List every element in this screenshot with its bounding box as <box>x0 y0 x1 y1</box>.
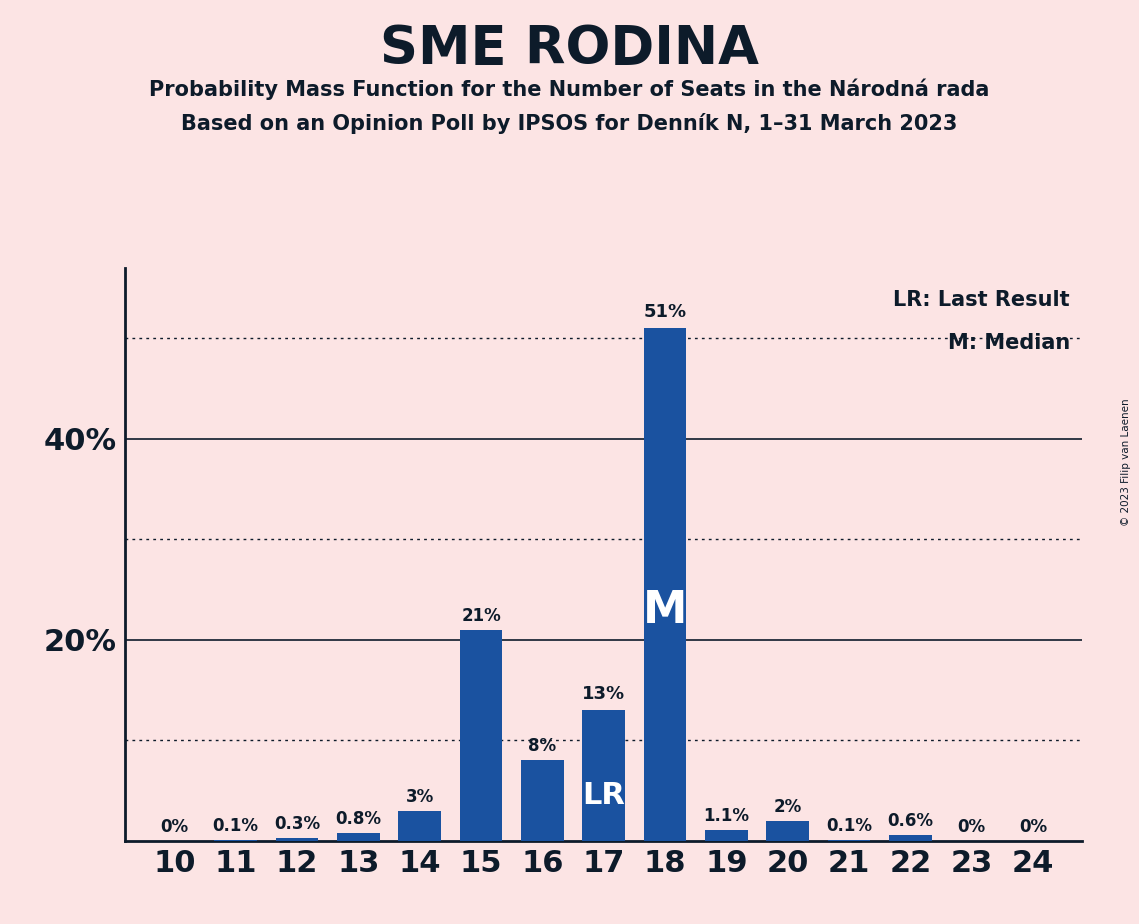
Bar <box>644 328 687 841</box>
Text: 0%: 0% <box>958 818 985 836</box>
Bar <box>399 810 441 841</box>
Text: M: Median: M: Median <box>948 334 1070 353</box>
Text: 13%: 13% <box>582 686 625 703</box>
Bar <box>521 760 564 841</box>
Text: 0%: 0% <box>161 818 188 836</box>
Bar <box>705 830 748 841</box>
Text: SME RODINA: SME RODINA <box>380 23 759 75</box>
Text: 1.1%: 1.1% <box>703 807 749 825</box>
Text: 0.3%: 0.3% <box>274 815 320 833</box>
Text: 0.1%: 0.1% <box>213 817 259 834</box>
Bar <box>888 834 932 841</box>
Text: 0.8%: 0.8% <box>335 809 382 828</box>
Bar <box>276 838 319 841</box>
Bar <box>337 833 379 841</box>
Bar <box>459 630 502 841</box>
Bar <box>828 840 870 841</box>
Text: 21%: 21% <box>461 607 501 625</box>
Text: LR: Last Result: LR: Last Result <box>893 290 1070 310</box>
Text: 51%: 51% <box>644 303 687 322</box>
Bar <box>214 840 257 841</box>
Text: 2%: 2% <box>773 797 802 816</box>
Text: 0.1%: 0.1% <box>826 817 872 834</box>
Text: LR: LR <box>582 781 625 809</box>
Text: 0%: 0% <box>1019 818 1047 836</box>
Text: 3%: 3% <box>405 787 434 806</box>
Text: 0.6%: 0.6% <box>887 812 933 830</box>
Bar <box>767 821 809 841</box>
Bar <box>582 711 625 841</box>
Text: © 2023 Filip van Laenen: © 2023 Filip van Laenen <box>1121 398 1131 526</box>
Text: 8%: 8% <box>528 737 557 756</box>
Text: Based on an Opinion Poll by IPSOS for Denník N, 1–31 March 2023: Based on an Opinion Poll by IPSOS for De… <box>181 113 958 134</box>
Text: Probability Mass Function for the Number of Seats in the Národná rada: Probability Mass Function for the Number… <box>149 79 990 100</box>
Text: M: M <box>642 589 687 632</box>
